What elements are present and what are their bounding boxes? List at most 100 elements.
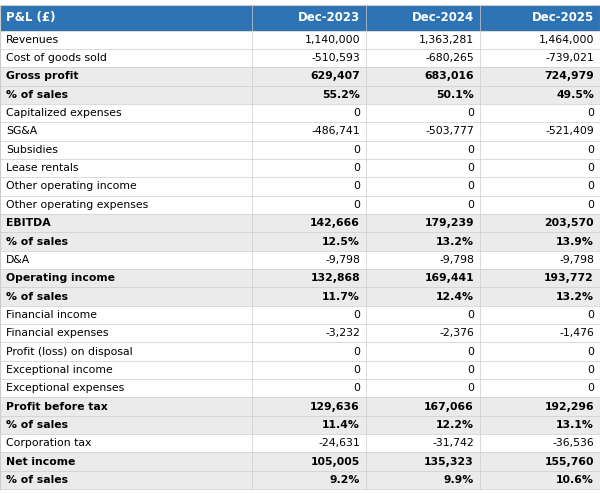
Text: 132,868: 132,868 (310, 273, 360, 283)
Text: -3,232: -3,232 (325, 328, 360, 338)
Bar (480, 5, 600, 31)
Text: Lease rentals: Lease rentals (6, 163, 79, 173)
Text: 0: 0 (353, 200, 360, 210)
Bar (0, 434, 600, 453)
Bar (0, 232, 600, 250)
Text: Operating income: Operating income (6, 273, 115, 283)
Text: 142,666: 142,666 (310, 218, 360, 228)
Bar (0, 306, 600, 324)
Text: 724,979: 724,979 (544, 72, 594, 82)
Text: % of sales: % of sales (6, 237, 68, 247)
Bar (0, 416, 600, 434)
Text: 0: 0 (587, 383, 594, 393)
Text: 9.9%: 9.9% (444, 475, 474, 485)
Bar (0, 397, 600, 416)
Text: Exceptional income: Exceptional income (6, 365, 113, 375)
Text: Other operating income: Other operating income (6, 181, 137, 192)
Text: % of sales: % of sales (6, 90, 68, 100)
Text: -9,798: -9,798 (325, 255, 360, 265)
Text: -521,409: -521,409 (545, 126, 594, 136)
Text: -1,476: -1,476 (559, 328, 594, 338)
Bar (0, 361, 600, 379)
Text: 9.2%: 9.2% (329, 475, 360, 485)
Text: 11.7%: 11.7% (322, 291, 360, 301)
Text: -510,593: -510,593 (311, 53, 360, 63)
Text: 0: 0 (467, 108, 474, 118)
Text: -9,798: -9,798 (559, 255, 594, 265)
Text: % of sales: % of sales (6, 291, 68, 301)
Text: 0: 0 (587, 200, 594, 210)
Bar (0, 288, 600, 306)
Text: 0: 0 (353, 108, 360, 118)
Text: 13.2%: 13.2% (436, 237, 474, 247)
Bar (0, 250, 600, 269)
Text: 13.9%: 13.9% (556, 237, 594, 247)
Text: 629,407: 629,407 (310, 72, 360, 82)
Text: 0: 0 (353, 181, 360, 192)
Text: 0: 0 (587, 310, 594, 320)
Text: 12.4%: 12.4% (436, 291, 474, 301)
Text: Corporation tax: Corporation tax (6, 438, 91, 448)
Text: 0: 0 (587, 365, 594, 375)
Text: 167,066: 167,066 (424, 402, 474, 412)
Text: 0: 0 (353, 145, 360, 155)
Text: -739,021: -739,021 (545, 53, 594, 63)
Text: 0: 0 (587, 163, 594, 173)
Text: Profit before tax: Profit before tax (6, 402, 108, 412)
Bar (0, 5, 252, 31)
Bar (0, 324, 600, 342)
Text: Financial income: Financial income (6, 310, 97, 320)
Text: 0: 0 (467, 200, 474, 210)
Text: 1,464,000: 1,464,000 (539, 35, 594, 45)
Text: EBITDA: EBITDA (6, 218, 50, 228)
Text: 0: 0 (467, 365, 474, 375)
Bar (0, 177, 600, 196)
Text: Revenues: Revenues (6, 35, 59, 45)
Text: 1,363,281: 1,363,281 (419, 35, 474, 45)
Bar (0, 379, 600, 397)
Text: 155,760: 155,760 (545, 456, 594, 466)
Bar (0, 269, 600, 288)
Text: -24,631: -24,631 (318, 438, 360, 448)
Text: 0: 0 (587, 108, 594, 118)
Text: 49.5%: 49.5% (556, 90, 594, 100)
Text: Profit (loss) on disposal: Profit (loss) on disposal (6, 346, 133, 357)
Text: -2,376: -2,376 (439, 328, 474, 338)
Text: Subsidies: Subsidies (6, 145, 58, 155)
Bar (0, 453, 600, 471)
Text: Gross profit: Gross profit (6, 72, 79, 82)
Text: -9,798: -9,798 (439, 255, 474, 265)
Bar (0, 31, 600, 49)
Text: Financial expenses: Financial expenses (6, 328, 109, 338)
Text: 0: 0 (587, 181, 594, 192)
Text: -31,742: -31,742 (432, 438, 474, 448)
Text: 0: 0 (467, 145, 474, 155)
Text: 1,140,000: 1,140,000 (304, 35, 360, 45)
Text: 203,570: 203,570 (544, 218, 594, 228)
Text: 10.6%: 10.6% (556, 475, 594, 485)
Text: -36,536: -36,536 (552, 438, 594, 448)
Bar (0, 85, 600, 104)
Text: 179,239: 179,239 (424, 218, 474, 228)
Bar (0, 104, 600, 123)
Text: % of sales: % of sales (6, 420, 68, 430)
Bar (0, 196, 600, 214)
Text: Dec-2023: Dec-2023 (298, 11, 360, 24)
Bar (0, 342, 600, 361)
Bar (0, 123, 600, 141)
Text: 0: 0 (353, 365, 360, 375)
Text: 55.2%: 55.2% (322, 90, 360, 100)
Text: -503,777: -503,777 (425, 126, 474, 136)
Text: -486,741: -486,741 (311, 126, 360, 136)
Text: D&A: D&A (6, 255, 30, 265)
Text: 0: 0 (467, 346, 474, 357)
Text: -680,265: -680,265 (425, 53, 474, 63)
Text: 129,636: 129,636 (310, 402, 360, 412)
Text: 0: 0 (353, 310, 360, 320)
Text: 11.4%: 11.4% (322, 420, 360, 430)
Text: 0: 0 (467, 383, 474, 393)
Text: P&L (£): P&L (£) (6, 11, 56, 24)
Text: 0: 0 (467, 310, 474, 320)
Text: 13.1%: 13.1% (556, 420, 594, 430)
Bar (0, 49, 600, 67)
